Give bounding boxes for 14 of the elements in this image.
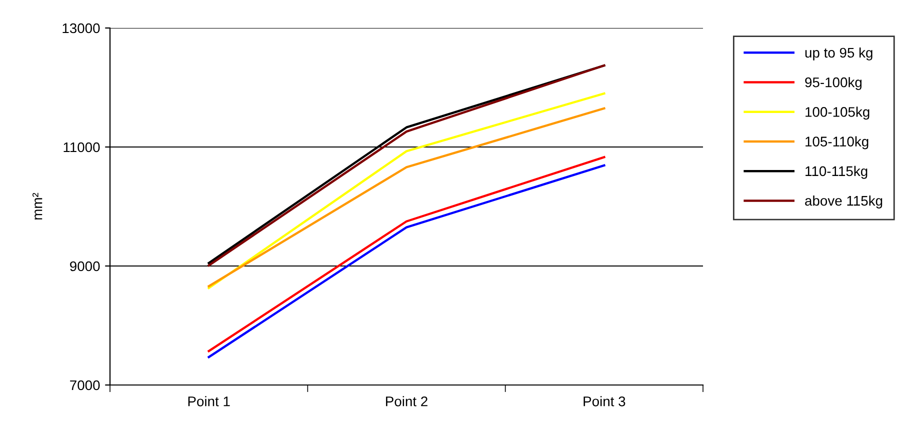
- y-tick-label: 9000: [70, 261, 100, 272]
- y-axis-title: mm²: [32, 192, 42, 220]
- legend-label: 110-115kg: [806, 166, 868, 179]
- legend-label: 105-110kg: [806, 136, 868, 150]
- legend-label: 100-105kg: [806, 106, 870, 120]
- legend-label: up to 95 kg: [805, 47, 872, 60]
- y-tick-label: 13000: [62, 23, 100, 34]
- x-tick-label: Point 2: [386, 396, 428, 406]
- legend-label: above 115kg: [805, 196, 882, 208]
- y-tick-label: 11000: [64, 142, 100, 152]
- x-tick-label: Point 3: [584, 396, 626, 406]
- y-tick-label: 7000: [70, 380, 100, 390]
- x-tick-label: Point 1: [188, 396, 230, 406]
- legend-label: 95-100kg: [805, 77, 862, 90]
